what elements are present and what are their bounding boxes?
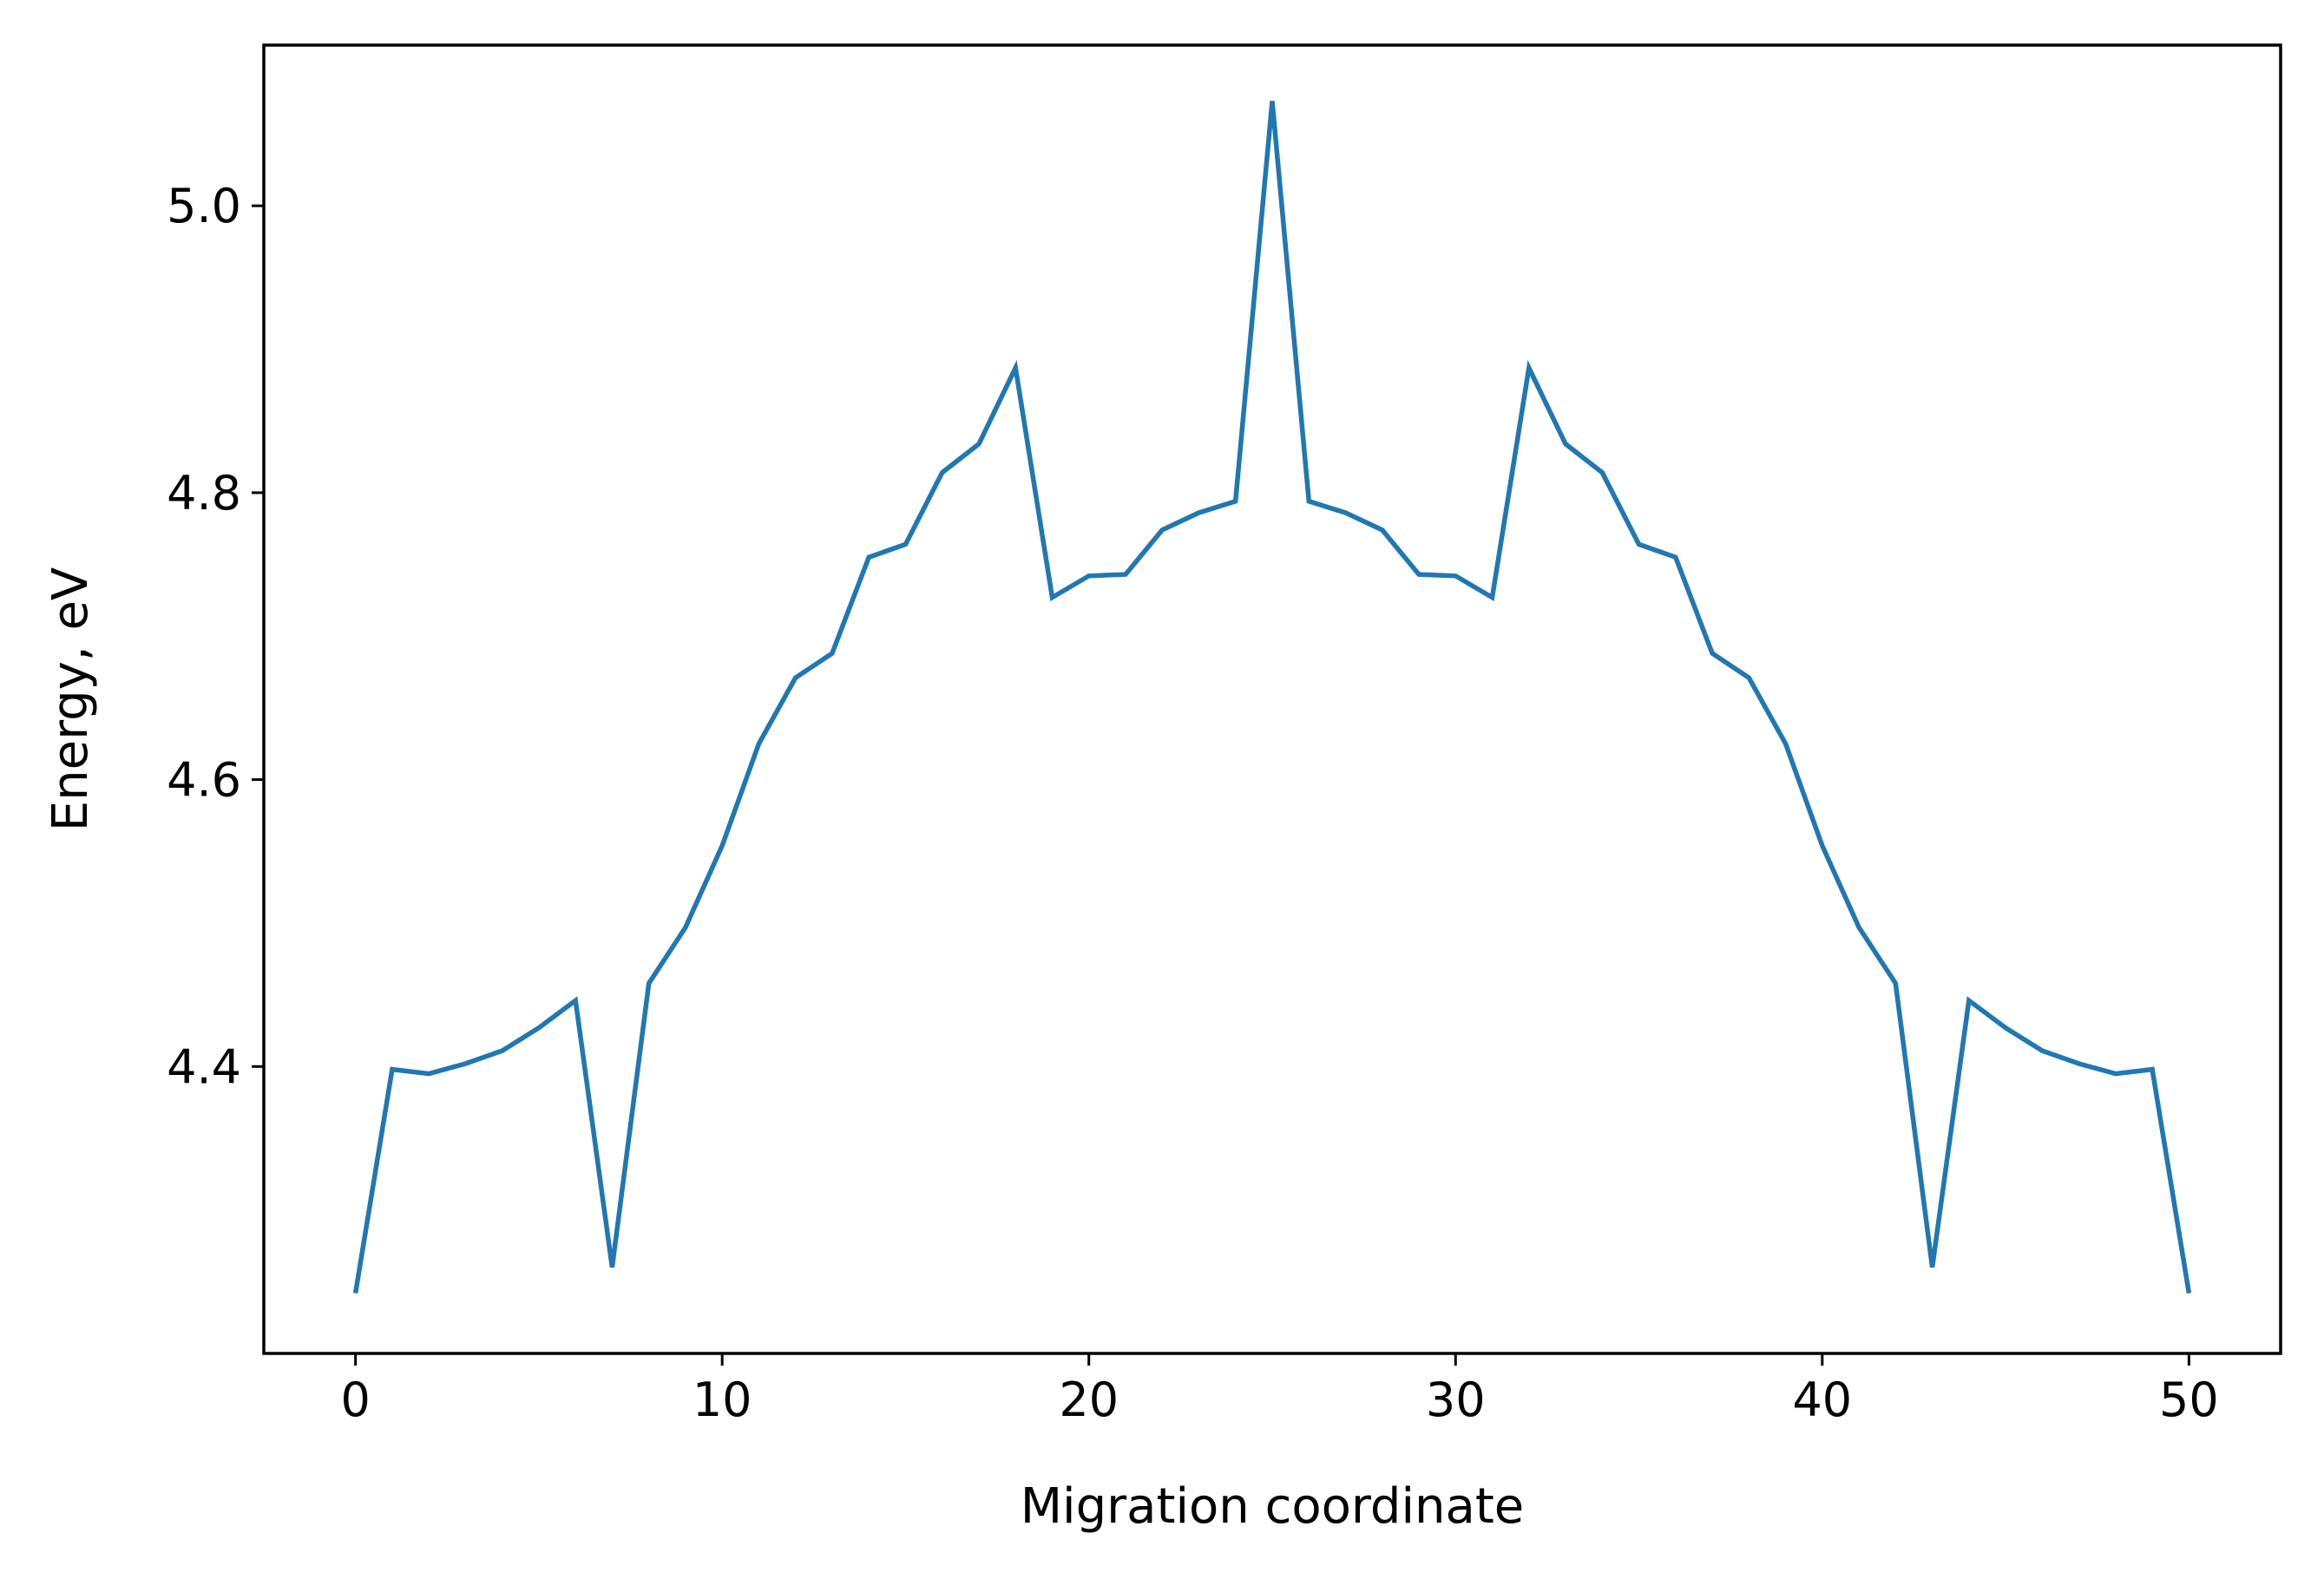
y-tick-label: 4.4 <box>167 1039 241 1094</box>
y-axis-label: Energy, eV <box>43 567 99 831</box>
x-axis-label: Migration coordinate <box>1021 1478 1525 1535</box>
axis-ticks: 0 10 20 30 40 50 4.4 4.6 4.8 5.0 <box>167 179 2219 1427</box>
x-tick-label: 20 <box>1059 1373 1119 1427</box>
y-tick-label: 4.8 <box>167 466 241 521</box>
plot-frame <box>262 43 2282 1355</box>
y-tick-label: 5.0 <box>167 179 241 233</box>
x-tick-label: 10 <box>693 1373 752 1427</box>
series-line <box>352 101 2192 1294</box>
x-tick-label: 0 <box>340 1373 370 1427</box>
x-tick-label: 50 <box>2159 1373 2219 1427</box>
y-tick-label: 4.6 <box>167 753 241 808</box>
series-layer <box>352 101 2192 1294</box>
x-tick-label: 30 <box>1426 1373 1486 1427</box>
x-tick-label: 40 <box>1792 1373 1852 1427</box>
